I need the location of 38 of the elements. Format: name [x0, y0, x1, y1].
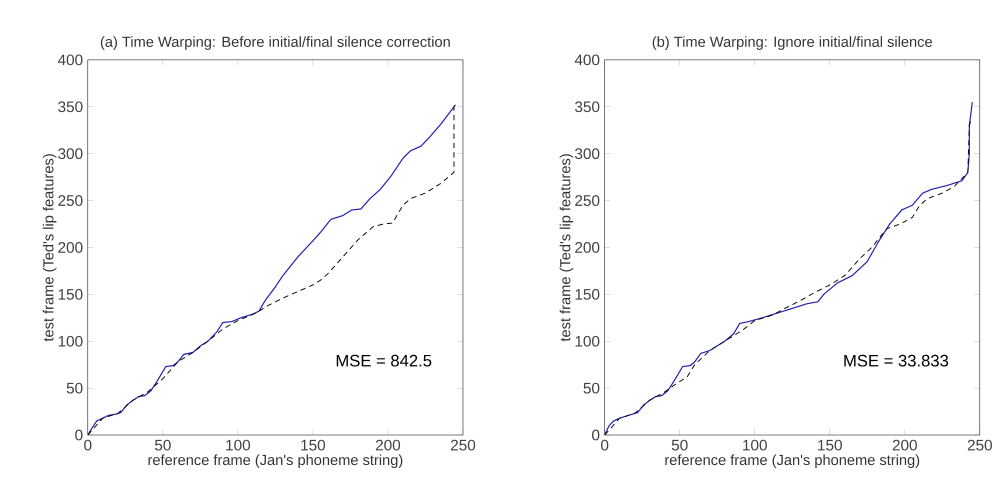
y-tick-label: 350 — [575, 101, 600, 112]
y-tick-label: 200 — [58, 242, 82, 253]
y-tick-label: 200 — [575, 242, 600, 253]
x-tick-label: 200 — [892, 440, 917, 451]
x-tick-label: 250 — [968, 440, 992, 451]
annotation: MSE = 842.5 — [336, 354, 432, 367]
x-tick-label: 200 — [376, 440, 400, 451]
x-axis-title: reference frame (Jan's phoneme string) — [148, 454, 402, 468]
y-tick-label: 250 — [58, 195, 82, 206]
y-tick-label: 250 — [575, 195, 600, 206]
y-tick-label: 0 — [75, 430, 83, 440]
y-tick-label: 0 — [592, 430, 600, 440]
x-axis-title: reference frame (Jan's phoneme string) — [665, 454, 920, 468]
x-tick-label: 50 — [154, 440, 171, 451]
y-tick-label: 150 — [576, 288, 600, 300]
x-tick-label: 0 — [84, 440, 92, 451]
annotation: MSE = 33.833 — [844, 354, 948, 367]
x-tick-label: 50 — [672, 440, 688, 451]
chart-title: (a) Time Warping: Before initial/final silence correction — [100, 36, 450, 50]
y-tick-label: 350 — [58, 101, 82, 112]
y-tick-label: 150 — [58, 288, 82, 300]
y-axis-title: test frame (Ted's lip features) — [560, 154, 574, 342]
x-tick-label: 150 — [818, 440, 842, 451]
x-tick-label: 100 — [226, 440, 250, 451]
y-tick-label: 50 — [584, 382, 600, 394]
y-tick-label: 50 — [66, 382, 82, 394]
y-tick-label: 400 — [58, 54, 82, 66]
y-tick-label: 100 — [58, 336, 82, 347]
y-axis-title: test frame (Ted's lip features) — [42, 154, 56, 342]
y-tick-label: 100 — [576, 336, 600, 347]
y-tick-label: 400 — [574, 54, 600, 66]
y-tick-label: 300 — [575, 148, 600, 160]
x-tick-label: 150 — [301, 440, 326, 451]
x-tick-label: 0 — [601, 440, 608, 451]
y-tick-label: 300 — [58, 148, 82, 160]
chart-title: (b) Time Warping: Ignore initial/final silence — [652, 36, 932, 50]
x-tick-label: 250 — [450, 440, 476, 451]
x-tick-label: 100 — [743, 440, 767, 451]
